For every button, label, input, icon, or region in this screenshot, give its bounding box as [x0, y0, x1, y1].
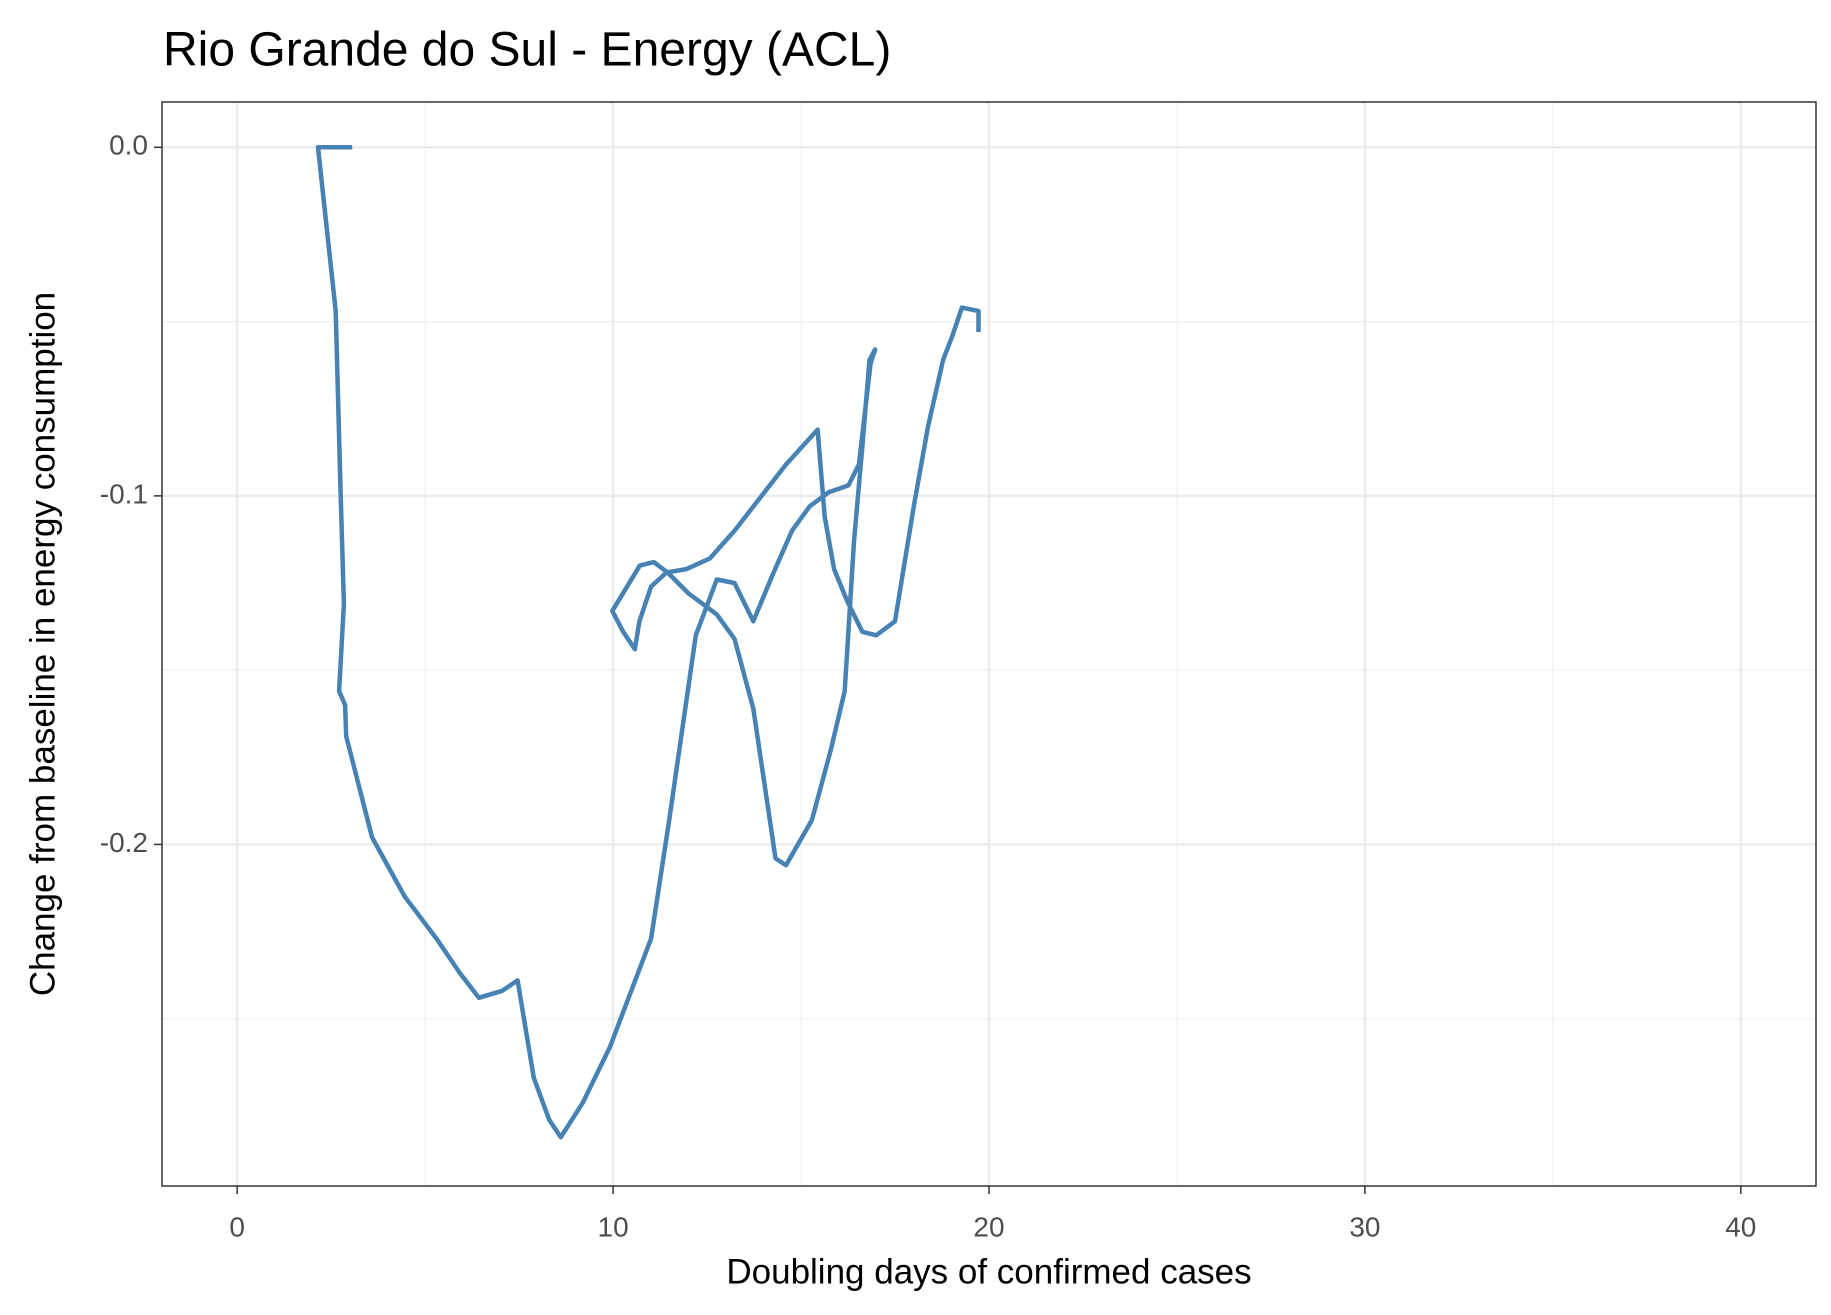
x-tick-label: 30	[1349, 1211, 1380, 1242]
y-tick-label: 0.0	[109, 130, 148, 161]
x-tick-label: 40	[1725, 1211, 1756, 1242]
chart-title: Rio Grande do Sul - Energy (ACL)	[163, 24, 891, 77]
plot-border	[161, 101, 1817, 1187]
x-axis-title: Doubling days of confirmed cases	[726, 1252, 1251, 1291]
y-tick-label: -0.2	[100, 827, 148, 858]
x-tick-label: 20	[973, 1211, 1004, 1242]
y-tick-label: -0.1	[100, 478, 148, 509]
x-tick-label: 10	[598, 1211, 629, 1242]
y-axis-title: Change from baseline in energy consumpti…	[23, 292, 62, 996]
line	[315, 145, 981, 1140]
x-tick-label: 0	[229, 1211, 245, 1242]
